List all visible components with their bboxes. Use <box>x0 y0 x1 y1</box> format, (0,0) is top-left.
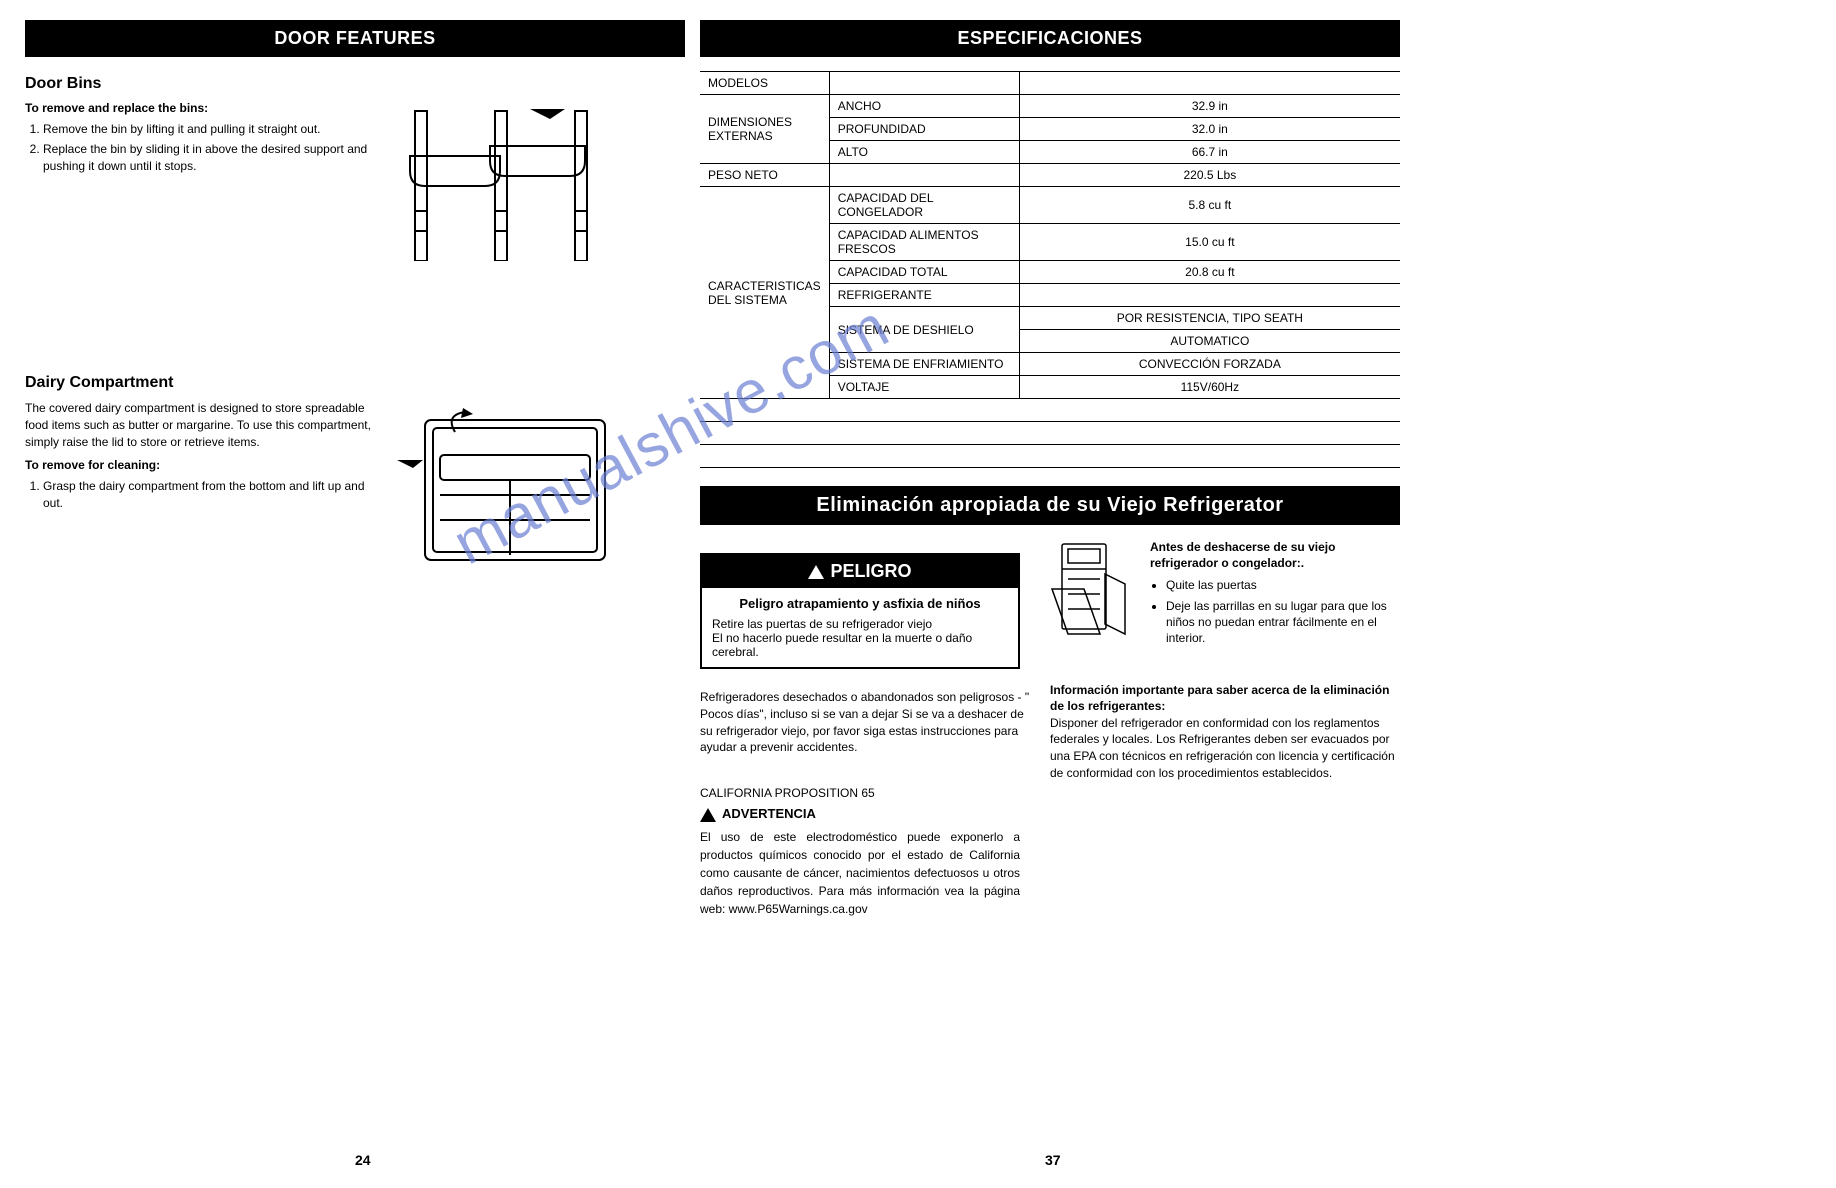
right-page: ESPECIFICACIONES MODELOSDIMENSIONES EXTE… <box>700 20 1400 918</box>
page-number-left: 24 <box>355 1152 371 1168</box>
spec-cell-c3: 220.5 Lbs <box>1019 164 1400 187</box>
spec-table: MODELOSDIMENSIONES EXTERNASANCHO32.9 inP… <box>700 71 1400 468</box>
spec-cell-c2: ALTO <box>829 141 1019 164</box>
peligro-body-text: Retire las puertas de su refrigerador vi… <box>712 617 1008 659</box>
spec-cell-c3: CONVECCIÓN FORZADA <box>1019 353 1400 376</box>
spec-cell-c3: POR RESISTENCIA, TIPO SEATH <box>1019 307 1400 330</box>
spec-cell-c2: CAPACIDAD DEL CONGELADOR <box>829 187 1019 224</box>
spec-cell-c1: DIMENSIONES EXTERNAS <box>700 95 829 164</box>
peligro-box: PELIGRO Peligro atrapamiento y asfixia d… <box>700 553 1020 669</box>
spec-cell-c3 <box>1019 284 1400 307</box>
dairy-sub: To remove for cleaning: <box>25 458 375 472</box>
spec-cell-c3: 5.8 cu ft <box>1019 187 1400 224</box>
door-bins-sub: To remove and replace the bins: <box>25 101 375 115</box>
spec-cell-c3 <box>1019 72 1400 95</box>
spec-row-blank <box>700 399 1400 422</box>
door-bins-illustration <box>395 101 595 266</box>
warning-icon <box>700 808 716 822</box>
dairy-steps: Grasp the dairy compartment from the bot… <box>25 478 375 512</box>
spec-cell-c3: 115V/60Hz <box>1019 376 1400 399</box>
spec-cell-c2: SISTEMA DE DESHIELO <box>829 307 1019 353</box>
peligro-header: PELIGRO <box>702 555 1018 588</box>
spec-cell-c1: CARACTERISTICAS DEL SISTEMA <box>700 187 829 399</box>
door-bins-text-col: To remove and replace the bins: Remove t… <box>25 101 375 266</box>
eliminacion-header: Eliminación apropiada de su Viejo Refrig… <box>700 486 1400 525</box>
dairy-desc: The covered dairy compartment is designe… <box>25 400 375 450</box>
spec-row: DIMENSIONES EXTERNASANCHO32.9 in <box>700 95 1400 118</box>
fridge-illustration <box>1050 539 1130 650</box>
spec-cell-c1: PESO NETO <box>700 164 829 187</box>
advertencia-text: ADVERTENCIA <box>722 806 816 821</box>
spec-row: MODELOS <box>700 72 1400 95</box>
dairy-illustration <box>395 400 615 575</box>
spec-cell-c2: REFRIGERANTE <box>829 284 1019 307</box>
antes-bullet: Quite las puertas <box>1166 577 1400 593</box>
spec-cell-c1: MODELOS <box>700 72 829 95</box>
prop65-body: El uso de este electrodoméstico puede ex… <box>700 828 1020 918</box>
spec-cell-c2: SISTEMA DE ENFRIAMIENTO <box>829 353 1019 376</box>
info-title: Información importante para saber acerca… <box>1050 682 1400 714</box>
peligro-subtitle: Peligro atrapamiento y asfixia de niños <box>712 596 1008 611</box>
info-body: Disponer del refrigerador en conformidad… <box>1050 715 1400 782</box>
elim-two-col: PELIGRO Peligro atrapamiento y asfixia d… <box>700 539 1400 918</box>
spec-row: PESO NETO 220.5 Lbs <box>700 164 1400 187</box>
spec-cell-c3: 20.8 cu ft <box>1019 261 1400 284</box>
warning-icon <box>808 565 824 579</box>
spec-cell-c3: 32.0 in <box>1019 118 1400 141</box>
door-bins-step: Remove the bin by lifting it and pulling… <box>43 121 375 138</box>
spec-cell-c2 <box>829 72 1019 95</box>
door-bins-title: Door Bins <box>25 75 685 93</box>
antes-title: Antes de deshacerse de su viejo refriger… <box>1150 539 1400 571</box>
door-bins-step: Replace the bin by sliding it in above t… <box>43 141 375 175</box>
antes-bullet: Deje las parrillas en su lugar para que … <box>1166 598 1400 647</box>
spec-cell-c2: CAPACIDAD TOTAL <box>829 261 1019 284</box>
spec-row-blank <box>700 422 1400 445</box>
spec-cell-c2: VOLTAJE <box>829 376 1019 399</box>
especificaciones-header: ESPECIFICACIONES <box>700 20 1400 57</box>
spec-cell-c3: 66.7 in <box>1019 141 1400 164</box>
peligro-title: PELIGRO <box>830 561 911 581</box>
advertencia-label: ADVERTENCIA <box>700 806 1030 822</box>
prop65-section: CALIFORNIA PROPOSITION 65 ADVERTENCIA El… <box>700 786 1030 918</box>
prop65-title: CALIFORNIA PROPOSITION 65 <box>700 786 1030 800</box>
spec-cell <box>829 164 1019 187</box>
antes-bullets: Quite las puertas Deje las parrillas en … <box>1150 577 1400 646</box>
spec-cell-c2: CAPACIDAD ALIMENTOS FRESCOS <box>829 224 1019 261</box>
spec-cell-c3: 32.9 in <box>1019 95 1400 118</box>
spec-cell-c2: PROFUNDIDAD <box>829 118 1019 141</box>
left-page: DOOR FEATURES Door Bins To remove and re… <box>25 20 685 575</box>
spec-cell-c3: 15.0 cu ft <box>1019 224 1400 261</box>
door-features-header: DOOR FEATURES <box>25 20 685 57</box>
spec-cell-c3: AUTOMATICO <box>1019 330 1400 353</box>
spec-row-blank <box>700 445 1400 468</box>
elim-para1: Refrigeradores desechados o abandonados … <box>700 689 1030 756</box>
dairy-step: Grasp the dairy compartment from the bot… <box>43 478 375 512</box>
dairy-title: Dairy Compartment <box>25 374 685 392</box>
dairy-text-col: The covered dairy compartment is designe… <box>25 400 375 575</box>
spec-row: CARACTERISTICAS DEL SISTEMACAPACIDAD DEL… <box>700 187 1400 224</box>
spec-cell-c2: ANCHO <box>829 95 1019 118</box>
page-number-right: 37 <box>1045 1152 1061 1168</box>
door-bins-steps: Remove the bin by lifting it and pulling… <box>25 121 375 174</box>
